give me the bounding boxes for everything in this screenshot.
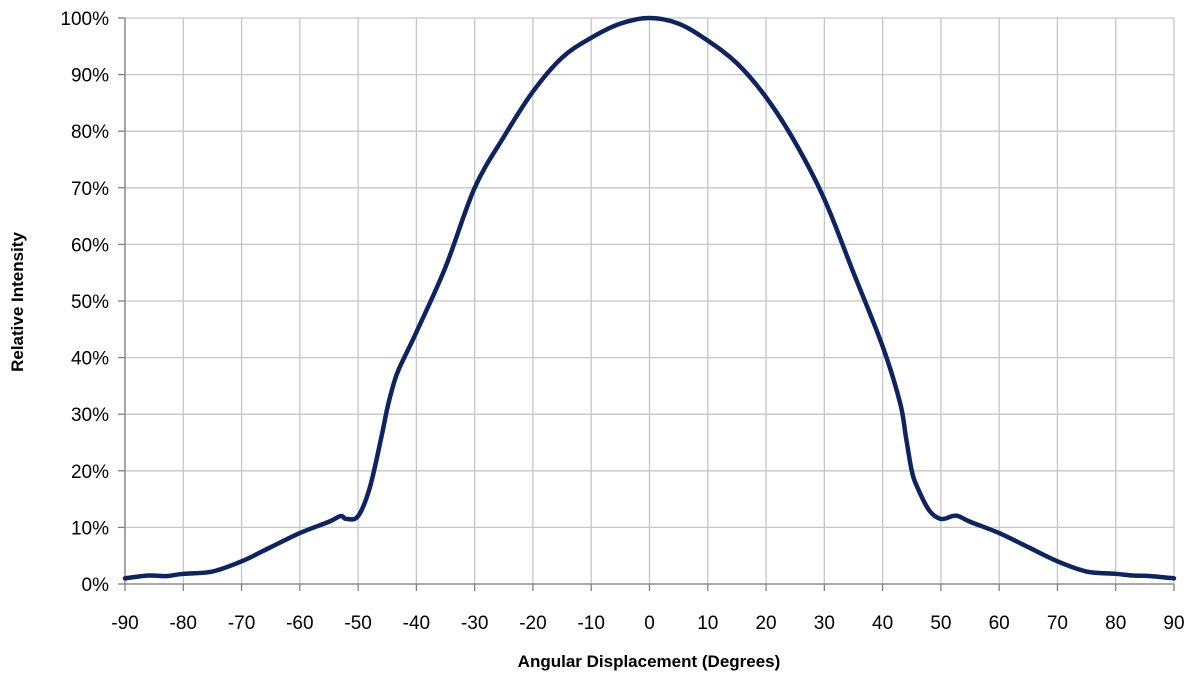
x-tick-label: -90 bbox=[111, 613, 138, 634]
y-tick-label: 100% bbox=[60, 9, 109, 30]
x-tick-label: -60 bbox=[286, 613, 313, 634]
x-tick-label: -20 bbox=[519, 613, 546, 634]
x-tick-label: 10 bbox=[697, 613, 718, 634]
x-tick-label: -40 bbox=[403, 613, 430, 634]
x-tick-label: 80 bbox=[1105, 613, 1126, 634]
x-tick-label: -50 bbox=[344, 613, 371, 634]
x-tick-label: 30 bbox=[814, 613, 835, 634]
x-tick-label: 60 bbox=[989, 613, 1010, 634]
series-line bbox=[122, 15, 1177, 581]
x-tick-label: 90 bbox=[1163, 613, 1184, 634]
x-tick-labels: -90 -80 -70 -60 -50 -40 -30 -20 -10 0 10 20 30 40 50 60… bbox=[111, 613, 1184, 634]
y-tick-label: 0% bbox=[82, 575, 110, 596]
x-tick-label: -70 bbox=[228, 613, 255, 634]
x-tick-label: -30 bbox=[461, 613, 488, 634]
y-tick-label: 10% bbox=[71, 518, 109, 539]
x-tick-label: 40 bbox=[872, 613, 893, 634]
y-tick-labels: 0% 10% 20% 30% 40% 50% 60% 70% 80% 90% 100% bbox=[60, 9, 109, 596]
y-axis-title: Relative Intensity bbox=[8, 232, 27, 372]
y-tick-label: 30% bbox=[71, 405, 109, 426]
y-tick-label: 50% bbox=[71, 292, 109, 313]
axes bbox=[118, 17, 1175, 591]
y-tick-label: 20% bbox=[71, 462, 109, 483]
series-group bbox=[122, 15, 1177, 581]
x-tick-label: 20 bbox=[755, 613, 776, 634]
x-tick-label: 70 bbox=[1047, 613, 1068, 634]
x-tick-label: 50 bbox=[930, 613, 951, 634]
y-tick-label: 90% bbox=[71, 66, 109, 87]
y-tick-label: 70% bbox=[71, 179, 109, 200]
grid bbox=[124, 17, 1175, 585]
x-tick-label: -80 bbox=[170, 613, 197, 634]
y-tick-label: 40% bbox=[71, 349, 109, 370]
x-axis-title: Angular Displacement (Degrees) bbox=[518, 652, 781, 671]
y-tick-label: 60% bbox=[71, 235, 109, 256]
x-tick-label: 0 bbox=[644, 613, 655, 634]
x-tick-label: -10 bbox=[577, 613, 604, 634]
y-tick-label: 80% bbox=[71, 122, 109, 143]
